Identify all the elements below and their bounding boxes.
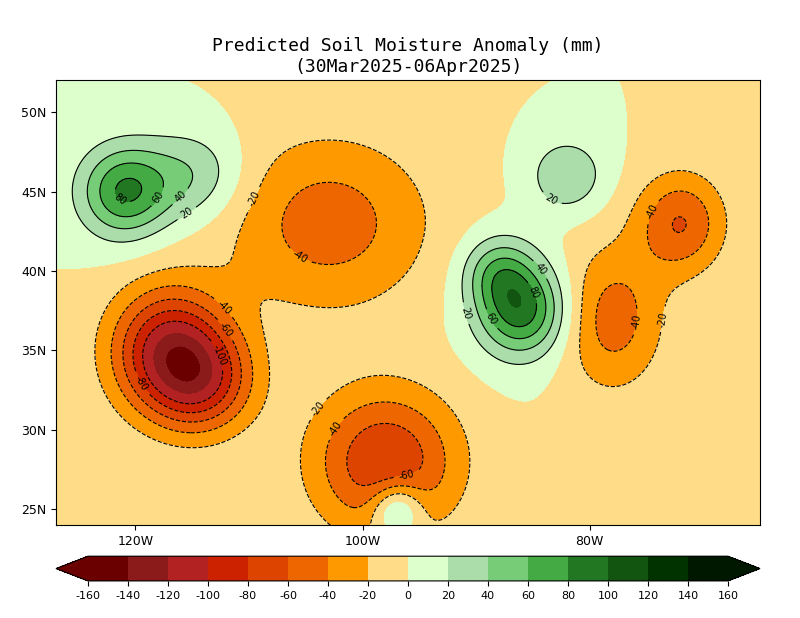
- Text: -20: -20: [246, 189, 262, 208]
- Text: 20: 20: [179, 206, 195, 221]
- Text: -40: -40: [215, 298, 233, 316]
- Text: -20: -20: [657, 311, 669, 328]
- PathPatch shape: [728, 556, 760, 581]
- Text: -100: -100: [210, 343, 228, 367]
- Text: 20: 20: [543, 192, 559, 207]
- Text: 20: 20: [459, 306, 472, 321]
- Text: 40: 40: [173, 189, 188, 205]
- Text: 60: 60: [151, 190, 166, 205]
- Text: -40: -40: [290, 248, 310, 265]
- PathPatch shape: [56, 556, 88, 581]
- Text: 40: 40: [533, 261, 548, 277]
- Text: -60: -60: [217, 320, 234, 339]
- Text: -20: -20: [309, 399, 326, 418]
- Text: -60: -60: [398, 468, 415, 481]
- Title: Predicted Soil Moisture Anomaly (mm)
(30Mar2025-06Apr2025): Predicted Soil Moisture Anomaly (mm) (30…: [212, 37, 604, 76]
- Text: -40: -40: [630, 314, 642, 331]
- Text: -40: -40: [327, 419, 344, 438]
- Text: 60: 60: [484, 311, 498, 327]
- Text: -80: -80: [133, 373, 150, 392]
- Text: -40: -40: [644, 203, 660, 221]
- Text: 80: 80: [526, 285, 541, 300]
- Text: 80: 80: [112, 192, 127, 207]
